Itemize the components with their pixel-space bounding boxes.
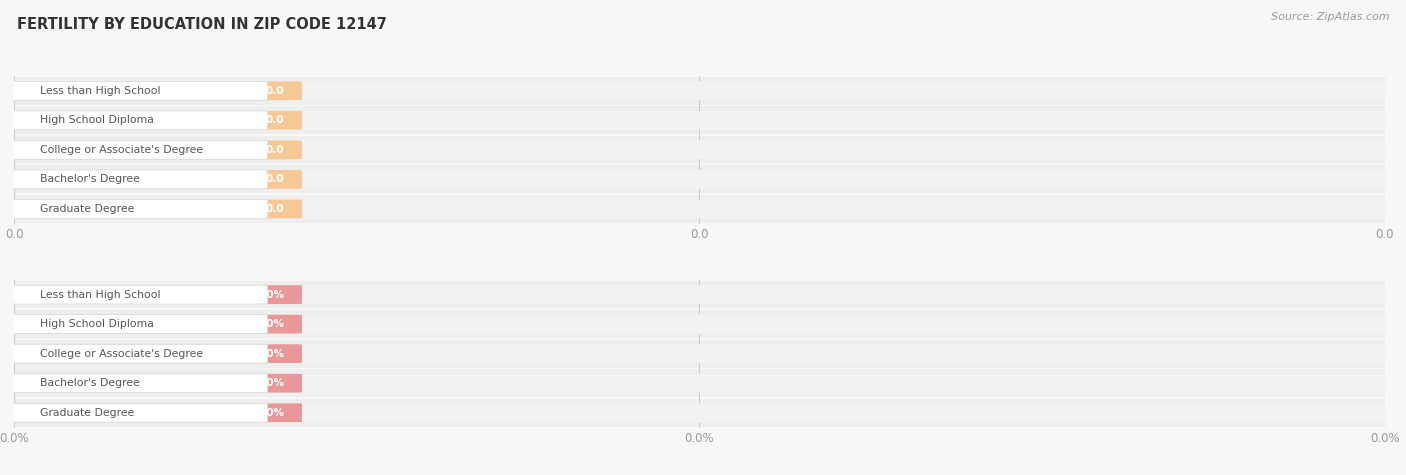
- Bar: [14, 369, 1385, 397]
- Text: Less than High School: Less than High School: [41, 86, 160, 96]
- FancyBboxPatch shape: [6, 170, 1391, 189]
- FancyBboxPatch shape: [6, 403, 267, 422]
- FancyBboxPatch shape: [6, 200, 267, 219]
- Text: 0.0: 0.0: [266, 86, 284, 96]
- Text: 0.0%: 0.0%: [254, 319, 284, 329]
- Text: High School Diploma: High School Diploma: [41, 319, 155, 329]
- FancyBboxPatch shape: [6, 285, 1391, 304]
- FancyBboxPatch shape: [6, 141, 1391, 159]
- Bar: [14, 310, 1385, 338]
- Text: 0.0%: 0.0%: [254, 408, 284, 418]
- Bar: [14, 399, 1385, 427]
- FancyBboxPatch shape: [6, 374, 267, 392]
- FancyBboxPatch shape: [6, 374, 1391, 392]
- FancyBboxPatch shape: [6, 111, 267, 130]
- FancyBboxPatch shape: [6, 344, 302, 363]
- Bar: [14, 340, 1385, 368]
- Text: Bachelor's Degree: Bachelor's Degree: [41, 378, 141, 388]
- Text: 0.0%: 0.0%: [254, 378, 284, 388]
- FancyBboxPatch shape: [6, 141, 267, 159]
- Text: College or Associate's Degree: College or Associate's Degree: [41, 145, 204, 155]
- FancyBboxPatch shape: [6, 285, 302, 304]
- FancyBboxPatch shape: [6, 141, 302, 159]
- Bar: [14, 195, 1385, 223]
- Text: 0.0: 0.0: [266, 145, 284, 155]
- FancyBboxPatch shape: [6, 403, 302, 422]
- Bar: [14, 77, 1385, 104]
- Bar: [14, 136, 1385, 164]
- FancyBboxPatch shape: [6, 81, 1391, 100]
- Text: 0.0%: 0.0%: [254, 290, 284, 300]
- FancyBboxPatch shape: [6, 344, 267, 363]
- Text: Graduate Degree: Graduate Degree: [41, 408, 135, 418]
- Bar: [14, 281, 1385, 308]
- Bar: [14, 165, 1385, 193]
- Text: High School Diploma: High School Diploma: [41, 115, 155, 125]
- FancyBboxPatch shape: [6, 200, 302, 219]
- Text: FERTILITY BY EDUCATION IN ZIP CODE 12147: FERTILITY BY EDUCATION IN ZIP CODE 12147: [17, 17, 387, 32]
- Bar: [14, 106, 1385, 134]
- FancyBboxPatch shape: [6, 111, 302, 130]
- FancyBboxPatch shape: [6, 344, 1391, 363]
- FancyBboxPatch shape: [6, 81, 302, 100]
- Text: Bachelor's Degree: Bachelor's Degree: [41, 174, 141, 184]
- Text: Graduate Degree: Graduate Degree: [41, 204, 135, 214]
- Text: Source: ZipAtlas.com: Source: ZipAtlas.com: [1271, 12, 1389, 22]
- FancyBboxPatch shape: [6, 200, 1391, 219]
- FancyBboxPatch shape: [6, 315, 302, 333]
- Text: College or Associate's Degree: College or Associate's Degree: [41, 349, 204, 359]
- Text: 0.0: 0.0: [266, 115, 284, 125]
- FancyBboxPatch shape: [6, 403, 1391, 422]
- Text: 0.0: 0.0: [266, 204, 284, 214]
- FancyBboxPatch shape: [6, 170, 302, 189]
- Text: Less than High School: Less than High School: [41, 290, 160, 300]
- FancyBboxPatch shape: [6, 285, 267, 304]
- FancyBboxPatch shape: [6, 81, 267, 100]
- Text: 0.0%: 0.0%: [254, 349, 284, 359]
- FancyBboxPatch shape: [6, 315, 267, 333]
- FancyBboxPatch shape: [6, 111, 1391, 130]
- Text: 0.0: 0.0: [266, 174, 284, 184]
- FancyBboxPatch shape: [6, 315, 1391, 333]
- FancyBboxPatch shape: [6, 374, 302, 392]
- FancyBboxPatch shape: [6, 170, 267, 189]
